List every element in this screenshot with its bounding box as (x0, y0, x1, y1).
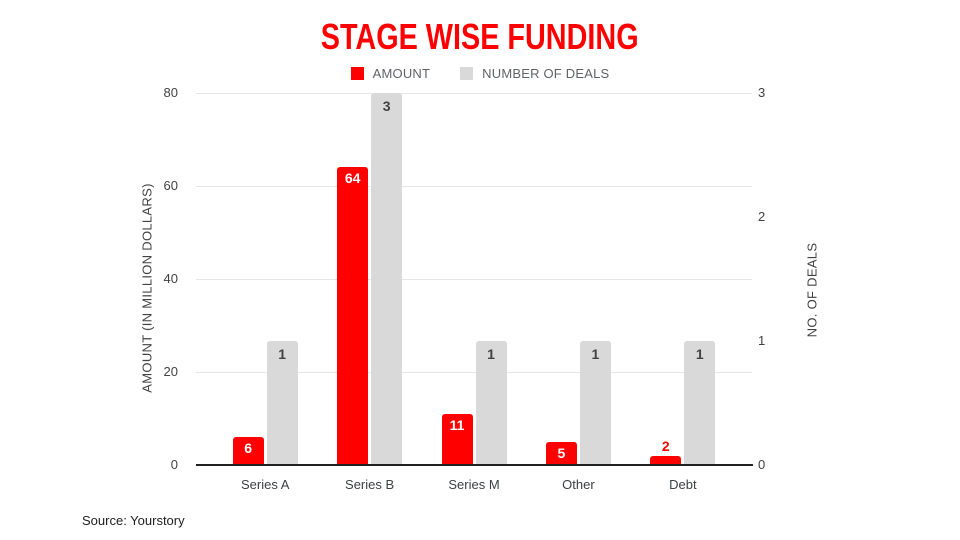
deals-value-label: 3 (382, 98, 391, 114)
deals-value-label: 1 (487, 346, 495, 362)
deals-value-label: 1 (278, 346, 287, 362)
amount-value-label: 2 (661, 437, 670, 454)
bar-group: 11 1 (422, 93, 526, 465)
deals-value-label: 1 (695, 346, 704, 362)
deals-bar: 3 (371, 93, 403, 465)
right-tick-label: 3 (758, 85, 766, 100)
deals-bar: 1 (579, 341, 611, 465)
left-tick-label: 40 (163, 271, 178, 286)
right-tick-label: 1 (758, 333, 766, 348)
gridline (196, 93, 752, 94)
category-label: Series A (240, 477, 290, 492)
x-axis-baseline (196, 464, 753, 466)
category-label: Series B (345, 477, 395, 492)
legend-label: AMOUNT (372, 66, 431, 81)
legend-swatch (460, 67, 474, 80)
legend-label: NUMBER OF DEALS (482, 66, 610, 81)
left-axis-title: AMOUNT (IN MILLION DOLLARS) (139, 183, 155, 393)
deals-bar: 1 (266, 341, 298, 465)
plot-area (196, 93, 752, 465)
chart-title-text: STAGE WISE FUNDING (321, 16, 639, 57)
legend-swatch (350, 67, 364, 80)
left-tick-label: 80 (163, 85, 178, 100)
amount-bar: 2 (650, 438, 682, 465)
gridline (196, 279, 752, 280)
amount-value-label: 64 (344, 170, 361, 187)
deals-bar: 1 (684, 341, 716, 465)
amount-bar: 64 (337, 167, 369, 465)
amount-bar: 6 (232, 437, 264, 465)
gridline (196, 372, 752, 373)
right-tick-label: 0 (758, 457, 766, 472)
legend-item: NUMBER OF DEALS (460, 66, 609, 81)
amount-value-label: 11 (449, 416, 465, 433)
left-tick-label: 20 (163, 364, 178, 379)
chart-title: STAGE WISE FUNDING (0, 16, 960, 58)
left-tick-label: 0 (170, 457, 178, 472)
amount-value-label: 5 (557, 444, 566, 461)
category-labels: Series A Series B Series M Other Debt (213, 477, 735, 492)
source-note: Source: Yourstory (82, 513, 185, 528)
category-label: Debt (669, 477, 697, 492)
category-label: Series M (448, 477, 500, 492)
category-label: Other (562, 477, 595, 492)
legend-item: AMOUNT (350, 66, 431, 81)
bar-group: 64 3 (317, 93, 421, 465)
bar-groups: 6 1 64 3 11 1 5 1 2 1 (213, 93, 735, 465)
amount-value-label: 6 (244, 440, 253, 457)
deals-value-label: 1 (591, 346, 600, 362)
amount-bar: 11 (441, 413, 473, 465)
right-tick-label: 2 (758, 209, 766, 224)
amount-bar: 5 (545, 441, 577, 465)
gridline (196, 186, 752, 187)
right-axis-title: NO. OF DEALS (804, 242, 820, 338)
deals-bar: 1 (475, 341, 507, 465)
left-tick-label: 60 (163, 178, 178, 193)
legend: AMOUNT NUMBER OF DEALS (0, 66, 960, 81)
